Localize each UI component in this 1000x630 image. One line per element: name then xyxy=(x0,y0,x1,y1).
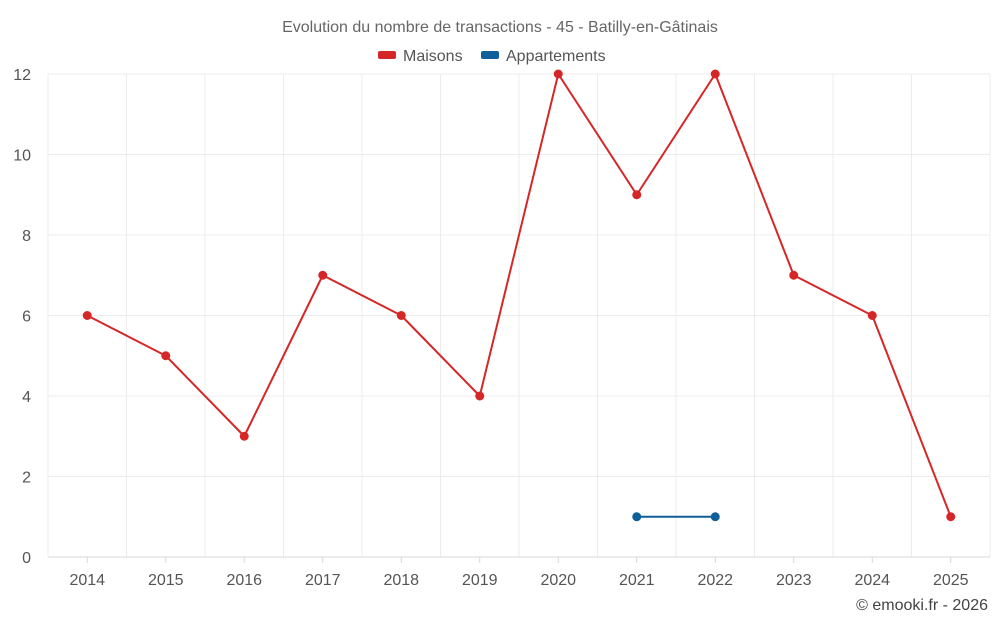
legend-label-appartements: Appartements xyxy=(506,48,606,65)
data-point-appartements-2022[interactable] xyxy=(710,512,720,522)
x-tick-label: 2014 xyxy=(69,572,105,589)
x-tick-label: 2022 xyxy=(697,572,733,589)
y-tick-label: 10 xyxy=(13,148,31,165)
series-line-maisons xyxy=(86,73,952,518)
y-tick-label: 6 xyxy=(22,309,31,326)
y-tick-label: 0 xyxy=(22,550,31,567)
data-point-maisons-2020[interactable] xyxy=(553,69,563,79)
legend-swatch-maisons xyxy=(378,51,396,59)
data-point-appartements-2021[interactable] xyxy=(632,512,642,522)
x-tick-label: 2020 xyxy=(540,572,576,589)
x-tick-label: 2016 xyxy=(226,572,262,589)
credit-text: © emooki.fr - 2026 xyxy=(856,597,988,614)
x-tick-label: 2019 xyxy=(462,572,498,589)
data-point-maisons-2018[interactable] xyxy=(396,311,406,320)
legend: Maisons Appartements xyxy=(378,48,606,65)
axis-layer: 0 2 4 6 8 10 12 2014 2015 2016 2017 2018 2019 2020 202… xyxy=(13,67,990,589)
y-tick-label: 8 xyxy=(22,228,31,245)
y-tick-label: 4 xyxy=(22,389,31,406)
data-point-maisons-2017[interactable] xyxy=(318,270,328,280)
data-point-maisons-2022[interactable] xyxy=(710,69,720,79)
grid-layer xyxy=(47,73,991,557)
data-point-maisons-2015[interactable] xyxy=(161,351,171,361)
y-tick-label: 2 xyxy=(22,470,31,487)
x-tick-label: 2018 xyxy=(383,572,419,589)
data-point-maisons-2025[interactable] xyxy=(946,512,956,522)
legend-label-maisons: Maisons xyxy=(403,48,463,65)
data-point-maisons-2021[interactable] xyxy=(632,190,642,200)
x-tick-label: 2025 xyxy=(933,572,969,589)
x-tick-label: 2024 xyxy=(854,572,890,589)
x-tick-label: 2017 xyxy=(305,572,341,589)
legend-item-maisons[interactable]: Maisons xyxy=(378,48,463,65)
series-layer xyxy=(82,69,956,522)
x-tick-label: 2015 xyxy=(148,572,184,589)
legend-item-appartements[interactable]: Appartements xyxy=(481,48,606,65)
y-tick-label: 12 xyxy=(13,67,31,84)
data-point-maisons-2016[interactable] xyxy=(239,431,249,441)
data-point-maisons-2019[interactable] xyxy=(475,391,485,401)
chart-title: Evolution du nombre de transactions - 45… xyxy=(282,19,718,36)
x-tick-label: 2021 xyxy=(619,572,655,589)
data-point-maisons-2023[interactable] xyxy=(789,270,799,280)
legend-swatch-appartements xyxy=(481,51,499,59)
data-point-maisons-2014[interactable] xyxy=(82,311,92,320)
x-tick-label: 2023 xyxy=(776,572,812,589)
data-point-maisons-2024[interactable] xyxy=(867,311,877,320)
